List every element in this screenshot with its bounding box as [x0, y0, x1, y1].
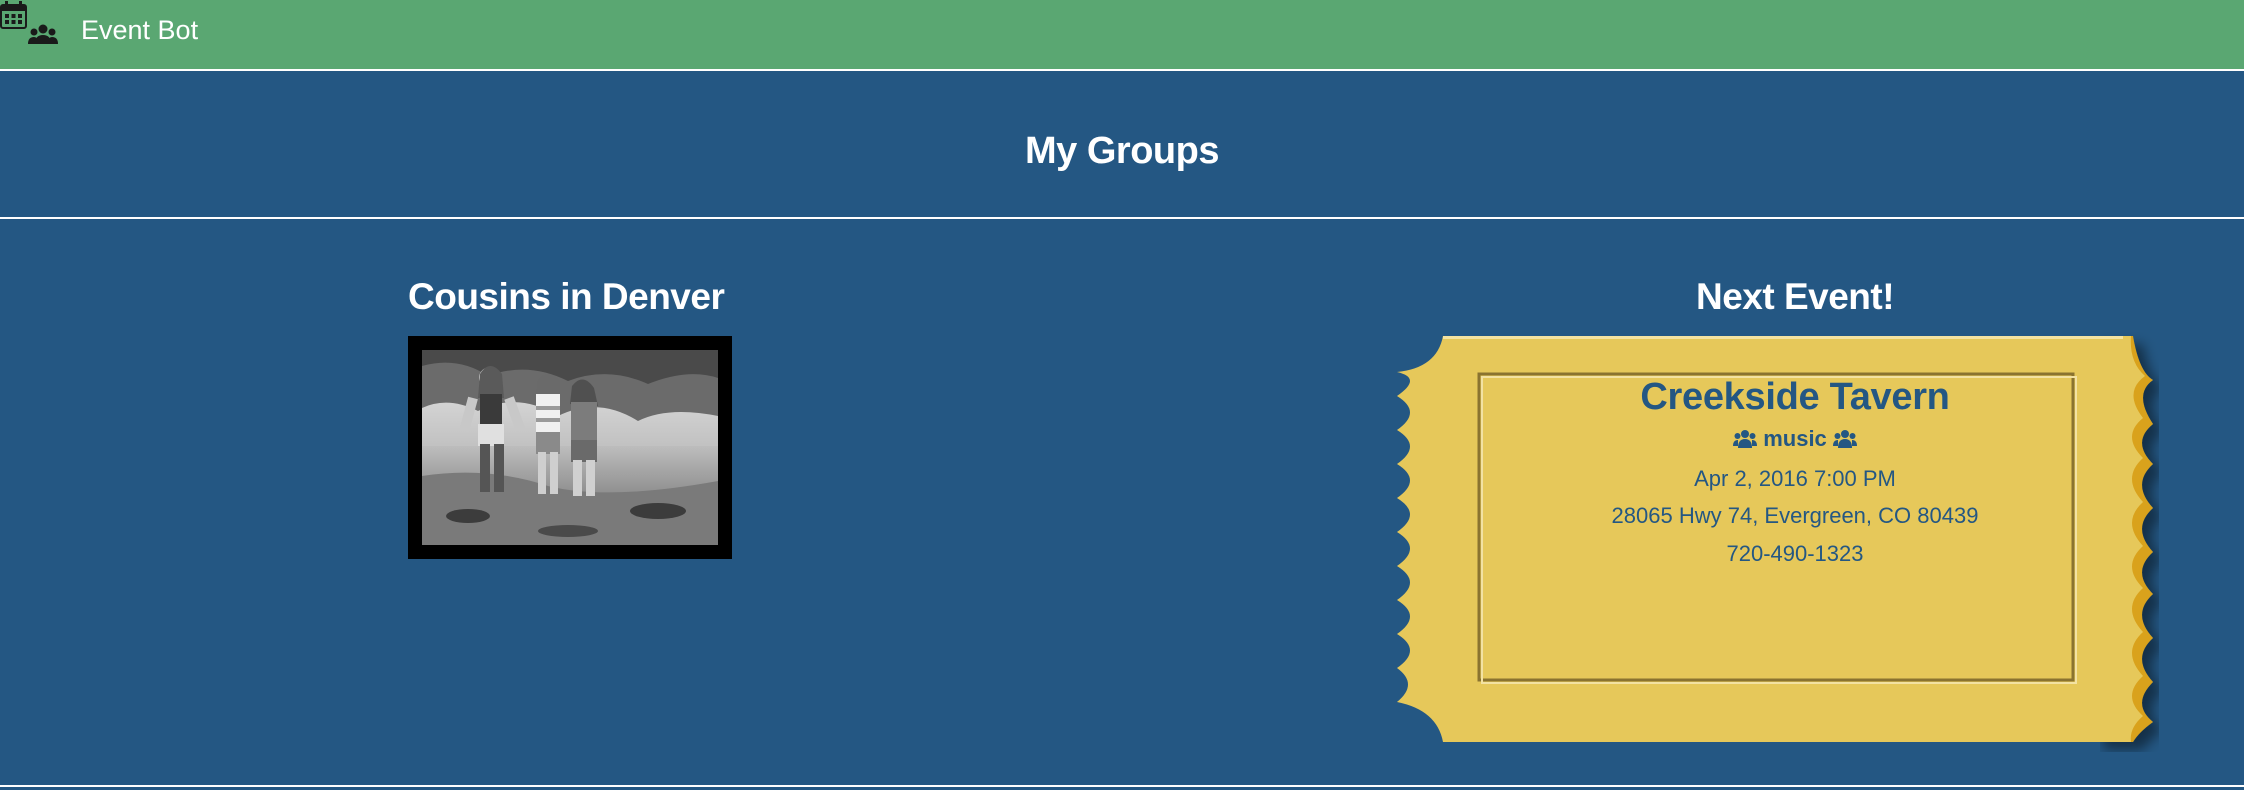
event-venue[interactable]: Creekside Tavern	[1640, 376, 1950, 418]
event-category-label: music	[1763, 426, 1827, 451]
event-date: Apr 2, 2016 7:00 PM	[1694, 466, 1896, 491]
users-icon	[1832, 430, 1857, 448]
calendar-group-icon[interactable]	[0, 0, 60, 50]
page-header: My Groups	[0, 71, 2244, 219]
footer-divider	[0, 785, 2244, 787]
event-category: music	[1480, 426, 2110, 452]
users-icon	[1733, 430, 1758, 448]
next-event-heading: Next Event!	[1695, 276, 1895, 317]
group-photo[interactable]	[408, 336, 732, 559]
group-name[interactable]: Cousins in Denver	[408, 276, 725, 317]
page-title: My Groups	[1025, 130, 1219, 172]
event-address: 28065 Hwy 74, Evergreen, CO 80439	[1611, 503, 1979, 528]
event-phone: 720-490-1323	[1726, 541, 1864, 566]
navbar: Event Bot	[0, 0, 2244, 71]
event-ticket[interactable]	[1393, 332, 2183, 752]
brand-name[interactable]: Event Bot	[81, 15, 199, 45]
